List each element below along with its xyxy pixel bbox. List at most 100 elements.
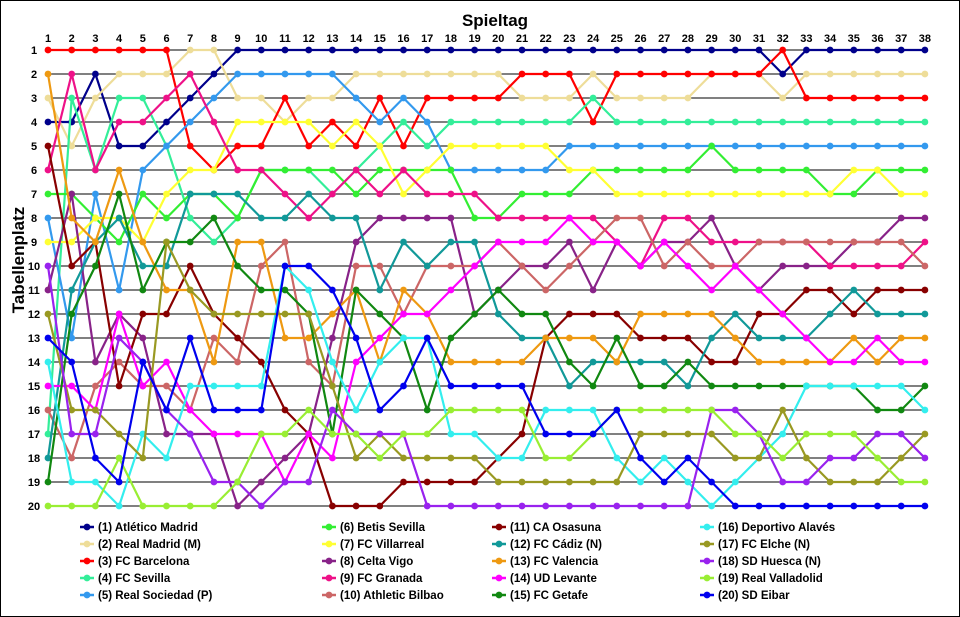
data-point (589, 502, 597, 510)
legend-item-3: (3) FC Barcelona (80, 556, 190, 568)
data-point (779, 430, 787, 438)
data-point (779, 454, 787, 462)
data-point (447, 358, 455, 366)
data-point (826, 70, 834, 78)
data-point (115, 70, 123, 78)
data-point (257, 406, 265, 414)
x-tick-34: 34 (824, 33, 837, 45)
series-1 (44, 46, 929, 150)
data-point (637, 46, 644, 54)
data-point (803, 478, 810, 486)
data-point (708, 214, 715, 222)
data-point (494, 70, 502, 78)
data-point (779, 262, 787, 270)
data-point (897, 166, 905, 174)
data-point (542, 406, 550, 414)
data-point (447, 166, 455, 174)
data-point (637, 142, 644, 150)
data-point (447, 70, 455, 78)
series-16 (44, 262, 929, 510)
data-point (494, 454, 502, 462)
data-point (352, 406, 360, 414)
data-point (92, 70, 99, 78)
legend-swatch-dot (495, 523, 503, 531)
data-point (305, 70, 313, 78)
x-tick-9: 9 (235, 33, 241, 45)
data-point (376, 334, 384, 342)
data-point (494, 166, 502, 174)
data-point (826, 262, 834, 270)
data-point (897, 334, 905, 342)
data-point (874, 46, 881, 54)
data-point (139, 166, 147, 174)
x-tick-28: 28 (682, 33, 694, 45)
data-point (68, 430, 76, 438)
data-point (447, 190, 455, 198)
data-point (400, 166, 407, 174)
legend-item-5: (5) Real Sociedad (P) (80, 590, 213, 602)
series-12 (44, 190, 929, 462)
data-point (566, 46, 573, 54)
data-point (352, 118, 360, 126)
data-point (850, 430, 858, 438)
data-point (115, 190, 123, 198)
data-point (755, 358, 763, 366)
legend-label: (12) FC Cádiz (N) (510, 539, 602, 551)
data-point (139, 286, 147, 294)
data-point (186, 142, 194, 150)
data-point (139, 262, 147, 270)
data-point (234, 94, 242, 102)
data-point (731, 358, 739, 366)
data-point (234, 118, 242, 126)
data-point (921, 502, 929, 510)
data-point (329, 118, 336, 126)
data-point (850, 166, 858, 174)
x-tick-labels: 1 2 3 4 5 6 7 8 9 10 11 12 13 14 15 16 17 18 19 20 21 22 23 24 2… (45, 33, 931, 45)
data-point (684, 358, 692, 366)
data-point (400, 118, 407, 126)
data-point (305, 310, 313, 318)
data-point (518, 358, 526, 366)
data-point (447, 46, 455, 54)
data-point (826, 94, 834, 102)
data-point (494, 238, 502, 246)
data-point (44, 502, 52, 510)
data-point (566, 358, 573, 366)
data-point (660, 262, 668, 270)
data-point (897, 478, 905, 486)
data-point (257, 382, 265, 390)
data-point (850, 94, 858, 102)
data-point (329, 94, 336, 102)
data-point (92, 214, 99, 222)
data-point (637, 262, 644, 270)
data-point (897, 190, 905, 198)
data-point (376, 46, 384, 54)
data-point (376, 214, 384, 222)
data-point (874, 430, 881, 438)
data-point (589, 118, 597, 126)
data-point (921, 70, 929, 78)
series-line-12 (46, 192, 925, 459)
legend-label: (19) Real Valladolid (718, 573, 823, 585)
x-tick-20: 20 (492, 33, 504, 45)
data-point (447, 406, 455, 414)
data-point (826, 142, 834, 150)
data-point (684, 430, 692, 438)
data-point (163, 70, 170, 78)
data-point (92, 262, 99, 270)
y-tick-7: 7 (31, 189, 37, 201)
data-point (874, 502, 881, 510)
data-point (400, 382, 407, 390)
data-point (44, 358, 52, 366)
data-point (494, 382, 502, 390)
y-tick-9: 9 (31, 237, 37, 249)
data-point (613, 70, 621, 78)
data-point (139, 310, 147, 318)
data-point (637, 190, 644, 198)
data-point (613, 358, 621, 366)
data-point (613, 94, 621, 102)
data-point (447, 454, 455, 462)
data-point (234, 502, 242, 510)
data-point (115, 502, 123, 510)
